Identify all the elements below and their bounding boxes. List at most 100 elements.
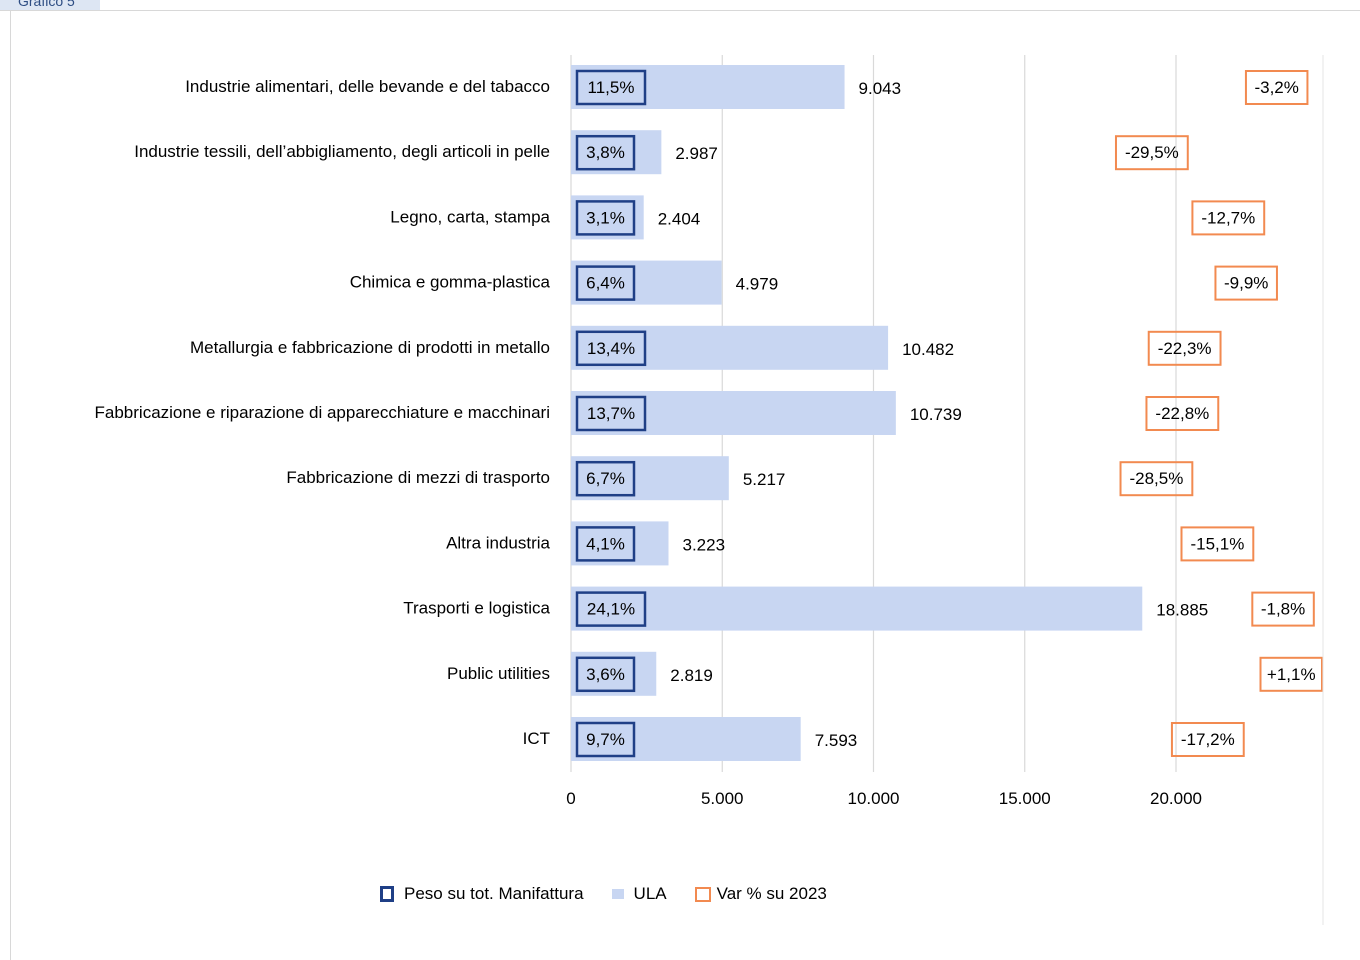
- category-label: Trasporti e logistica: [403, 599, 550, 618]
- var-label: -1,8%: [1261, 600, 1305, 619]
- peso-box: [575, 69, 647, 106]
- header-tab: Grafico 5: [0, 0, 100, 10]
- peso-label: 11,5%: [588, 78, 635, 97]
- header-tab-label: Grafico 5: [18, 0, 75, 9]
- var-label: -15,1%: [1190, 534, 1244, 553]
- legend-label-var: Var % su 2023: [716, 884, 827, 903]
- var-box: [1147, 330, 1222, 366]
- bar: [571, 391, 896, 435]
- value-label: 5.217: [743, 470, 786, 489]
- var-label: -3,2%: [1254, 78, 1298, 97]
- peso-box: [575, 395, 647, 432]
- bar: [571, 195, 644, 240]
- peso-box: [575, 721, 636, 758]
- category-label: Industrie tessili, dell’abbigliamento, d…: [134, 142, 550, 161]
- category-label: Public utilities: [447, 664, 550, 683]
- x-tick-label: 5.000: [701, 789, 744, 808]
- var-label: -17,2%: [1181, 730, 1235, 749]
- x-tick-label: 0: [566, 789, 575, 808]
- var-box: [1114, 135, 1189, 171]
- bar: [571, 717, 801, 761]
- peso-box: [575, 134, 636, 171]
- category-label: Industrie alimentari, delle bevande e de…: [185, 77, 550, 96]
- var-label: -9,9%: [1224, 274, 1268, 293]
- peso-label: 3,8%: [586, 143, 625, 162]
- var-box: [1259, 656, 1323, 692]
- legend-swatch-var: [694, 886, 711, 902]
- var-label: -22,8%: [1155, 404, 1209, 423]
- value-label: 2.404: [658, 209, 701, 228]
- var-label: -22,3%: [1158, 339, 1212, 358]
- bars: [571, 65, 1143, 761]
- legend-item-peso: Peso su tot. Manifattura: [380, 884, 584, 904]
- value-labels: 9.043 2.987 2.404 4.979 10.482 10.739 5.217 3.2…: [658, 79, 1209, 750]
- category-label: ICT: [523, 729, 550, 748]
- peso-box: [575, 330, 647, 367]
- var-label: -29,5%: [1125, 143, 1179, 162]
- peso-label: 13,7%: [587, 404, 635, 423]
- value-label: 10.482: [902, 340, 954, 359]
- category-label: Fabbricazione di mezzi di trasporto: [286, 468, 550, 487]
- x-tick-label: 20.000: [1150, 789, 1202, 808]
- peso-box: [575, 200, 636, 236]
- value-label: 2.987: [675, 144, 718, 163]
- bar: [571, 456, 729, 501]
- peso-box: [575, 265, 636, 301]
- category-label: Fabbricazione e riparazione di apparecch…: [95, 403, 550, 422]
- peso-label: 3,6%: [586, 665, 625, 684]
- var-label: -28,5%: [1129, 469, 1183, 488]
- peso-label: 3,1%: [586, 208, 625, 227]
- var-box: [1145, 396, 1220, 431]
- peso-box: [575, 526, 636, 562]
- var-labels: -3,2% -29,5% -12,7% -9,9% -22,3% -22,8% -28,5%…: [1114, 70, 1323, 757]
- category-label: Altra industria: [446, 533, 550, 552]
- category-labels: Industrie alimentari, delle bevande e de…: [95, 77, 551, 748]
- x-axis-ticks: 0 5.000 10.000 15.000 20.000: [566, 789, 1202, 808]
- legend: Peso su tot. Manifattura ULA Var % su 20…: [380, 884, 855, 904]
- legend-label-ula: ULA: [633, 884, 667, 903]
- value-label: 4.979: [736, 275, 779, 294]
- peso-box: [575, 460, 636, 497]
- bar: [571, 651, 657, 696]
- category-label: Metallurgia e fabbricazione di prodotti …: [190, 338, 550, 357]
- category-label: Chimica e gomma-plastica: [350, 273, 551, 292]
- bar: [571, 260, 722, 305]
- peso-label: 4,1%: [586, 534, 625, 553]
- peso-label: 6,7%: [586, 469, 625, 488]
- legend-swatch-peso: [380, 886, 394, 902]
- x-tick-label: 15.000: [999, 789, 1051, 808]
- var-box: [1244, 70, 1309, 105]
- bar: [571, 65, 845, 109]
- category-label: Legno, carta, stampa: [390, 207, 550, 226]
- value-label: 10.739: [910, 405, 962, 424]
- var-box: [1191, 200, 1266, 236]
- value-label: 2.819: [670, 666, 713, 685]
- top-divider: [0, 10, 1360, 11]
- peso-labels: 11,5% 3,8% 3,1% 6,4% 13,4% 13,7% 6,7% 4,1% 24,1%…: [575, 69, 647, 758]
- bar: [571, 521, 669, 566]
- value-label: 9.043: [859, 79, 902, 98]
- value-label: 18.885: [1156, 601, 1208, 620]
- peso-box: [575, 656, 636, 693]
- legend-item-var: Var % su 2023: [694, 884, 827, 904]
- bar: [571, 325, 889, 370]
- value-label: 3.223: [682, 535, 725, 554]
- left-divider: [10, 10, 11, 960]
- var-box: [1180, 526, 1255, 562]
- var-box: [1214, 265, 1278, 301]
- legend-label-peso: Peso su tot. Manifattura: [404, 884, 584, 903]
- bar: [571, 586, 1143, 631]
- var-label: +1,1%: [1267, 665, 1316, 684]
- peso-label: 6,4%: [586, 274, 625, 293]
- legend-swatch-ula: [611, 889, 624, 899]
- peso-label: 9,7%: [586, 730, 625, 749]
- value-label: 7.593: [815, 731, 858, 750]
- peso-label: 13,4%: [587, 339, 635, 358]
- var-box: [1170, 722, 1245, 757]
- peso-label: 24,1%: [587, 600, 635, 619]
- var-box: [1119, 461, 1194, 497]
- bar: [571, 130, 662, 175]
- legend-item-ula: ULA: [611, 884, 667, 904]
- peso-box: [575, 591, 647, 627]
